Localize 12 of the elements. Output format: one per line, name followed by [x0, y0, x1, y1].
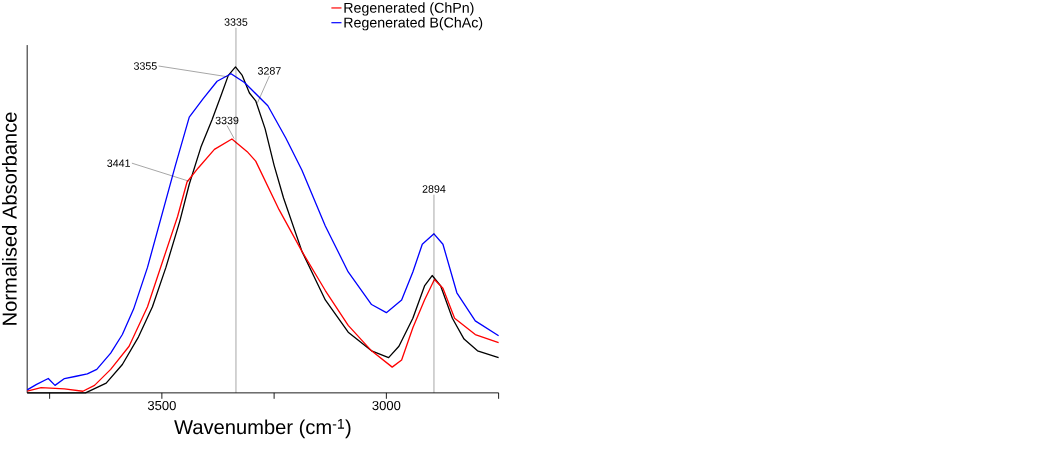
- annotation: 3441: [107, 159, 130, 167]
- annotation: 3339: [215, 116, 239, 125]
- x-tick-label: 3000: [372, 400, 401, 411]
- annotation: 3355: [133, 62, 157, 70]
- x-axis-title: Wavenumber (cm$^{-1}$): [174, 418, 351, 439]
- y-axis-title: Normalised Absorbance: [1, 112, 17, 325]
- x-tick-label: 3500: [147, 400, 176, 411]
- legend-label: Regenerated B(ChAc): [344, 17, 483, 31]
- legend-label: Regenerated (ChPn): [344, 2, 474, 16]
- annotation: 3287: [257, 67, 281, 75]
- ref-line-label: 3335: [224, 18, 248, 26]
- ref-line-label: 2894: [422, 185, 446, 193]
